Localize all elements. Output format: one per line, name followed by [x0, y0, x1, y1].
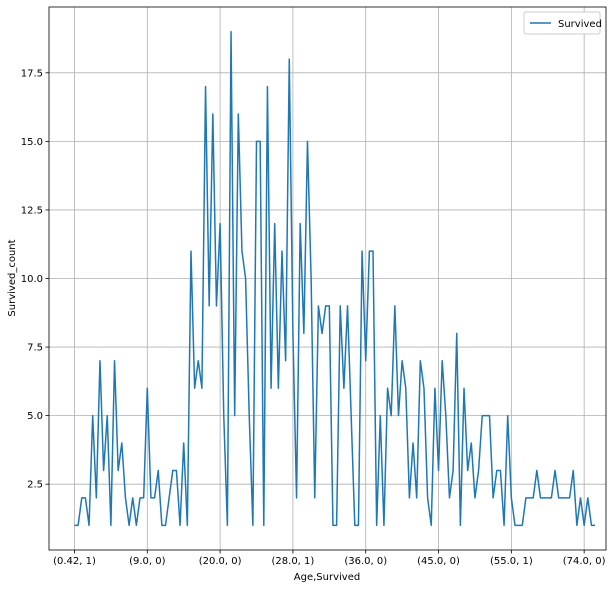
y-axis-ticks: 2.5 5.0 7.5 10.0 12.5 15.0 17.5 [21, 68, 49, 491]
y-tick-label: 12.5 [21, 205, 43, 216]
series-line-survived [74, 30, 596, 527]
x-tick-label: (20.0, 0) [199, 556, 242, 567]
y-tick-label: 10.0 [21, 274, 43, 285]
y-tick-label: 7.5 [27, 343, 43, 354]
x-tick-label: (74.0, 0) [563, 556, 606, 567]
y-gridlines [49, 72, 606, 485]
legend: Survived [523, 11, 602, 35]
y-tick-label: 2.5 [27, 480, 43, 491]
y-axis-label: Survived_count [7, 239, 18, 316]
x-tick-label: (9.0, 0) [129, 556, 166, 567]
legend-label: Survived [558, 19, 602, 30]
legend-box [523, 11, 601, 35]
x-tick-label: (45.0, 0) [417, 556, 460, 567]
series-layer [74, 30, 596, 527]
y-tick-label: 17.5 [21, 68, 43, 79]
x-axis-ticks: (0.42, 1) (9.0, 0) (20.0, 0) (28.0, 1) (36.0… [53, 550, 606, 567]
y-tick-label: 5.0 [27, 411, 43, 422]
x-tick-label: (36.0, 0) [344, 556, 387, 567]
x-tick-label: (0.42, 1) [53, 556, 96, 567]
x-axis-label: Age,Survived [294, 572, 360, 583]
x-tick-label: (28.0, 1) [272, 556, 315, 567]
x-tick-label: (55.0, 1) [490, 556, 533, 567]
y-tick-label: 15.0 [21, 137, 43, 148]
